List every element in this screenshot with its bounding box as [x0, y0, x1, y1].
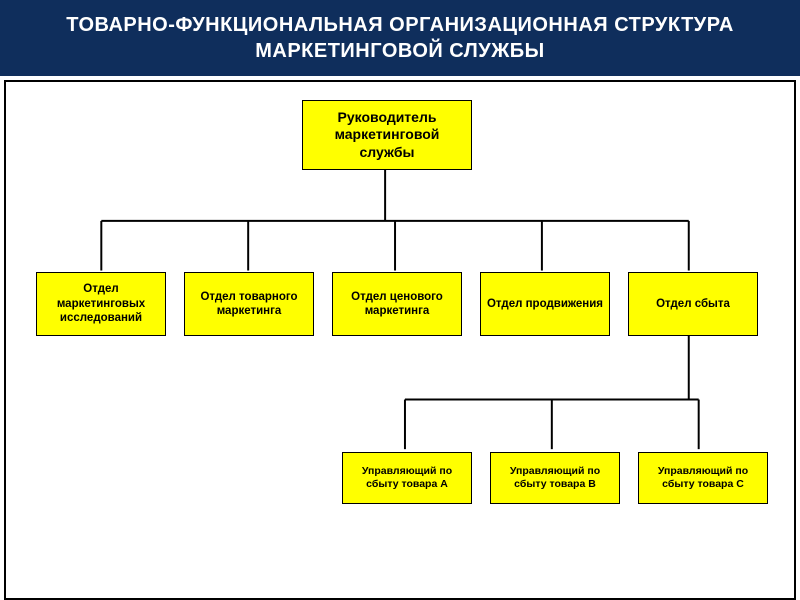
org-node-d4: Отдел продвижения: [480, 272, 610, 336]
org-node-d1: Отдел маркетинговых исследований: [36, 272, 166, 336]
org-node-m1: Управляющий по сбыту товара А: [342, 452, 472, 504]
org-node-d5: Отдел сбыта: [628, 272, 758, 336]
org-chart-canvas: Руководитель маркетинговой службы Отдел м…: [4, 80, 796, 600]
org-node-root: Руководитель маркетинговой службы: [302, 100, 472, 170]
page-title: ТОВАРНО-ФУНКЦИОНАЛЬНАЯ ОРГАНИЗАЦИОННАЯ С…: [0, 0, 800, 76]
title-text: ТОВАРНО-ФУНКЦИОНАЛЬНАЯ ОРГАНИЗАЦИОННАЯ С…: [66, 14, 734, 62]
org-node-d2: Отдел товарного маркетинга: [184, 272, 314, 336]
org-node-d3: Отдел ценового маркетинга: [332, 272, 462, 336]
org-node-m2: Управляющий по сбыту товара В: [490, 452, 620, 504]
org-node-m3: Управляющий по сбыту товара С: [638, 452, 768, 504]
